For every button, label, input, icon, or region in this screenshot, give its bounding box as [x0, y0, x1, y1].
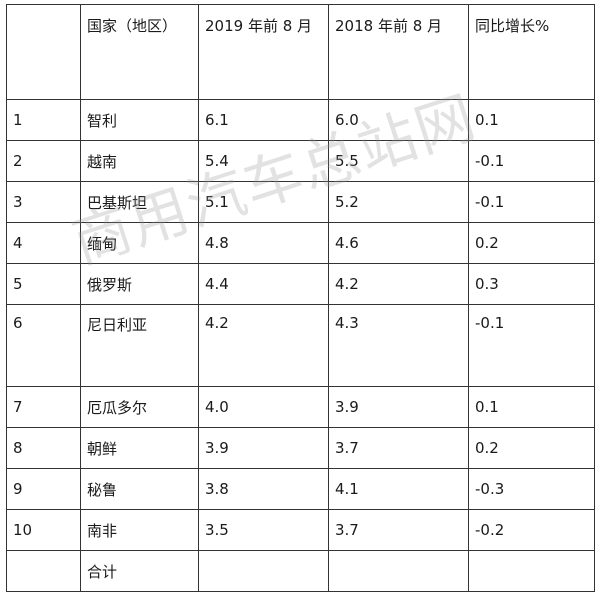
- table-row: 4 缅甸 4.8 4.6 0.2: [6, 222, 595, 264]
- total-row: 合计: [6, 550, 595, 592]
- value-2018-cell: 3.9: [328, 386, 469, 428]
- total-label-cell: 合计: [80, 550, 199, 592]
- header-cell-country: 国家（地区）: [80, 4, 199, 100]
- country-cell: 智利: [80, 99, 199, 141]
- header-cell-2018: 2018 年前 8 月: [328, 4, 469, 100]
- value-2019-cell: 5.1: [198, 181, 329, 223]
- table-row: 10 南非 3.5 3.7 -0.2: [6, 509, 595, 551]
- growth-cell: 0.2: [468, 427, 595, 469]
- value-2019-cell: 5.4: [198, 140, 329, 182]
- row-index-cell: 10: [6, 509, 81, 551]
- total-empty-cell: [328, 550, 469, 592]
- row-index-cell: 7: [6, 386, 81, 428]
- country-cell: 缅甸: [80, 222, 199, 264]
- row-index-cell: 3: [6, 181, 81, 223]
- value-2019-cell: 4.2: [198, 304, 329, 387]
- value-2019-cell: 3.9: [198, 427, 329, 469]
- table-row: 5 俄罗斯 4.4 4.2 0.3: [6, 263, 595, 305]
- value-2019-cell: 3.5: [198, 509, 329, 551]
- country-cell: 俄罗斯: [80, 263, 199, 305]
- growth-cell: 0.3: [468, 263, 595, 305]
- country-cell: 厄瓜多尔: [80, 386, 199, 428]
- row-index-cell: 6: [6, 304, 81, 387]
- row-index-cell: 1: [6, 99, 81, 141]
- growth-cell: 0.1: [468, 386, 595, 428]
- value-2018-cell: 4.1: [328, 468, 469, 510]
- country-cell: 巴基斯坦: [80, 181, 199, 223]
- value-2018-cell: 4.6: [328, 222, 469, 264]
- value-2019-cell: 4.0: [198, 386, 329, 428]
- value-2018-cell: 4.3: [328, 304, 469, 387]
- total-empty-cell: [468, 550, 595, 592]
- value-2018-cell: 3.7: [328, 509, 469, 551]
- table-row: 3 巴基斯坦 5.1 5.2 -0.1: [6, 181, 595, 223]
- value-2019-cell: 4.4: [198, 263, 329, 305]
- growth-cell: 0.1: [468, 99, 595, 141]
- row-index-cell: 4: [6, 222, 81, 264]
- total-empty-cell: [6, 550, 81, 592]
- country-cell: 秘鲁: [80, 468, 199, 510]
- row-index-cell: 8: [6, 427, 81, 469]
- value-2019-cell: 3.8: [198, 468, 329, 510]
- growth-cell: -0.1: [468, 181, 595, 223]
- row-index-cell: 5: [6, 263, 81, 305]
- table-row: 1 智利 6.1 6.0 0.1: [6, 99, 595, 141]
- country-cell: 南非: [80, 509, 199, 551]
- header-cell-2019: 2019 年前 8 月: [198, 4, 329, 100]
- growth-cell: 0.2: [468, 222, 595, 264]
- row-index-cell: 2: [6, 140, 81, 182]
- table-row: 2 越南 5.4 5.5 -0.1: [6, 140, 595, 182]
- table-row: 8 朝鲜 3.9 3.7 0.2: [6, 427, 595, 469]
- total-empty-cell: [198, 550, 329, 592]
- row-index-cell: 9: [6, 468, 81, 510]
- value-2019-cell: 4.8: [198, 222, 329, 264]
- value-2018-cell: 3.7: [328, 427, 469, 469]
- growth-cell: -0.2: [468, 509, 595, 551]
- value-2018-cell: 5.5: [328, 140, 469, 182]
- table-row: 9 秘鲁 3.8 4.1 -0.3: [6, 468, 595, 510]
- value-2018-cell: 4.2: [328, 263, 469, 305]
- value-2019-cell: 6.1: [198, 99, 329, 141]
- header-cell-index: [6, 4, 81, 100]
- value-2018-cell: 6.0: [328, 99, 469, 141]
- value-2018-cell: 5.2: [328, 181, 469, 223]
- table-row: 6 尼日利亚 4.2 4.3 -0.1: [6, 304, 595, 387]
- country-cell: 朝鲜: [80, 427, 199, 469]
- table-body: 国家（地区） 2019 年前 8 月 2018 年前 8 月 同比增长% 1 智利…: [6, 4, 595, 592]
- country-cell: 越南: [80, 140, 199, 182]
- growth-cell: -0.1: [468, 304, 595, 387]
- data-table: 国家（地区） 2019 年前 8 月 2018 年前 8 月 同比增长% 1 智利…: [6, 4, 595, 592]
- growth-cell: -0.1: [468, 140, 595, 182]
- country-cell: 尼日利亚: [80, 304, 199, 387]
- growth-cell: -0.3: [468, 468, 595, 510]
- header-cell-growth: 同比增长%: [468, 4, 595, 100]
- table-row: 7 厄瓜多尔 4.0 3.9 0.1: [6, 386, 595, 428]
- header-row: 国家（地区） 2019 年前 8 月 2018 年前 8 月 同比增长%: [6, 4, 595, 100]
